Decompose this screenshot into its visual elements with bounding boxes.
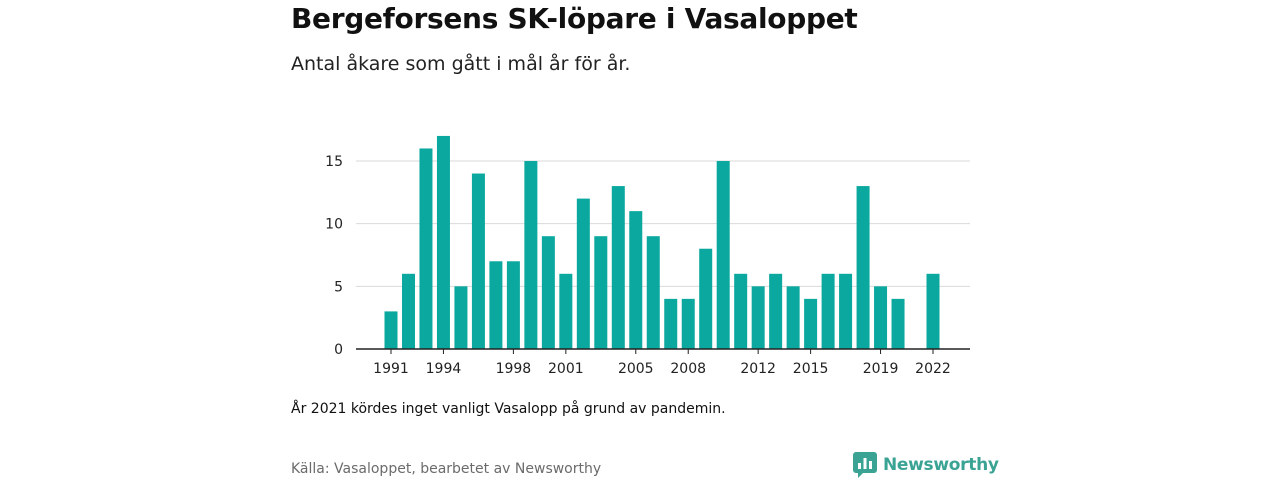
bar-2005 xyxy=(629,211,643,349)
bar-2007 xyxy=(664,298,678,349)
chart-note: År 2021 kördes inget vanligt Vasalopp på… xyxy=(291,401,726,417)
bar-2002 xyxy=(576,198,590,349)
x-tick-label-2008: 2008 xyxy=(670,361,706,377)
bar-1992 xyxy=(401,273,415,349)
x-axis-ticks: 1991 1994 1998 2001 2005 2008 2012 2015 2019 2022 xyxy=(373,349,951,377)
bar-2016 xyxy=(821,273,835,349)
bar-2013 xyxy=(769,273,783,349)
bar-2000 xyxy=(541,236,555,349)
y-tick-label-10: 10 xyxy=(325,217,343,233)
bar-1999 xyxy=(524,161,538,349)
newsworthy-logo-text: Newsworthy xyxy=(883,455,999,475)
bar-2006 xyxy=(646,236,660,349)
bar-2004 xyxy=(611,186,625,349)
x-tick-label-2012: 2012 xyxy=(740,361,776,377)
bar-1997 xyxy=(489,261,503,349)
bars xyxy=(384,135,940,349)
bar-2015 xyxy=(804,298,818,349)
bar-1998 xyxy=(506,261,520,349)
bar-1994 xyxy=(436,135,450,349)
x-tick-label-2019: 2019 xyxy=(863,361,899,377)
y-axis-ticks: 0 5 10 15 xyxy=(325,154,343,358)
x-tick-label-2015: 2015 xyxy=(793,361,829,377)
bar-2012 xyxy=(751,286,765,349)
chart-title: Bergeforsens SK-löpare i Vasaloppet xyxy=(291,2,858,35)
x-tick-label-2001: 2001 xyxy=(548,361,584,377)
x-tick-label-1994: 1994 xyxy=(426,361,462,377)
bar-2014 xyxy=(786,286,800,349)
bar-chart: 0 5 10 15 1991 1994 1998 2001 2005 2008 2012 2015 2… xyxy=(325,135,970,377)
newsworthy-logo[interactable]: Newsworthy xyxy=(853,452,999,478)
y-tick-label-5: 5 xyxy=(334,279,343,295)
x-tick-label-1998: 1998 xyxy=(496,361,532,377)
x-tick-label-2022: 2022 xyxy=(915,361,951,377)
newsworthy-logo-icon xyxy=(853,452,877,478)
bar-2019 xyxy=(874,286,888,349)
bar-1995 xyxy=(454,286,468,349)
bar-1996 xyxy=(471,173,485,349)
x-tick-label-2005: 2005 xyxy=(618,361,654,377)
bar-2010 xyxy=(716,161,730,349)
bar-2020 xyxy=(891,298,905,349)
x-tick-label-1991: 1991 xyxy=(373,361,409,377)
bar-2022 xyxy=(926,273,940,349)
bar-2001 xyxy=(559,273,573,349)
y-tick-label-0: 0 xyxy=(334,342,343,358)
bar-2009 xyxy=(699,248,713,349)
bar-2018 xyxy=(856,186,870,349)
bar-2008 xyxy=(681,298,695,349)
bar-2011 xyxy=(734,273,748,349)
bar-1993 xyxy=(419,148,433,349)
bar-1991 xyxy=(384,311,398,349)
source-text: Källa: Vasaloppet, bearbetet av Newswort… xyxy=(291,461,602,477)
y-tick-label-15: 15 xyxy=(325,154,343,170)
bar-2017 xyxy=(839,273,853,349)
chart-subtitle: Antal åkare som gått i mål år för år. xyxy=(291,53,631,75)
bar-2003 xyxy=(594,236,608,349)
